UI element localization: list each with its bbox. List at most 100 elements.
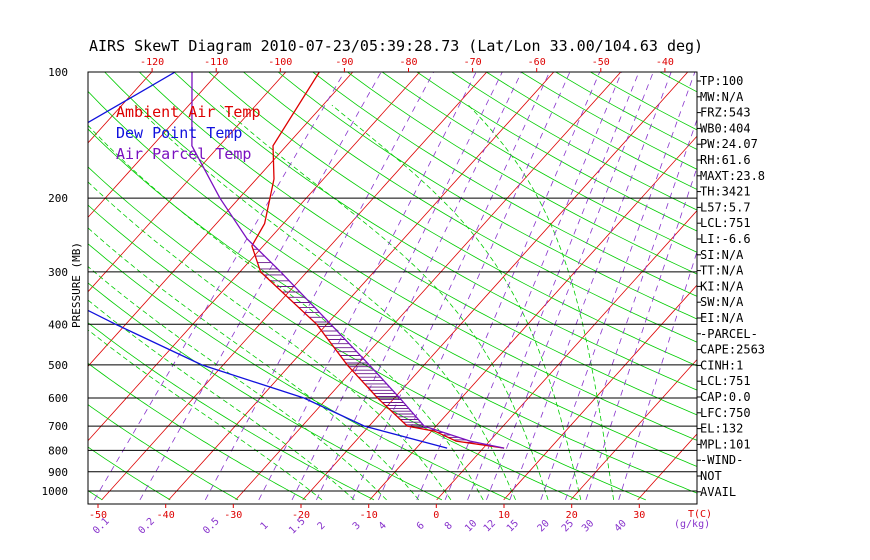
bottom-temp-label: -20 xyxy=(292,510,310,521)
moist-adiabat-line xyxy=(134,104,516,501)
parcel-temp-curve xyxy=(191,72,505,449)
top-temp-label: -110 xyxy=(204,57,228,68)
top-temp-label: -90 xyxy=(335,57,353,68)
bottom-temp-label: 0 xyxy=(433,510,439,521)
index-label: KI:N/A xyxy=(700,279,744,293)
dry-adiabat-line xyxy=(416,72,697,232)
isotherm-line xyxy=(302,72,689,501)
mixing-ratio-label: 6 xyxy=(415,520,427,532)
bottom-temp-label: -10 xyxy=(360,510,378,521)
index-label: CAPE:2563 xyxy=(700,343,765,357)
pressure-tick-label: 500 xyxy=(48,359,68,372)
index-label: LI:-6.6 xyxy=(700,232,751,246)
mixing-ratio-line xyxy=(351,72,550,501)
dry-adiabat-line xyxy=(654,31,870,500)
dry-adiabat-line xyxy=(88,322,375,501)
isotherm-line xyxy=(168,72,555,501)
pressure-tick-label: 300 xyxy=(48,266,68,279)
bottom-temp-label: 30 xyxy=(633,510,645,521)
index-label: WB0:404 xyxy=(700,121,751,135)
index-label: TH:3421 xyxy=(700,185,751,199)
ambient-temp-curve xyxy=(251,72,505,449)
index-label: EL:132 xyxy=(700,422,743,436)
moist-adiabat-line xyxy=(88,124,484,501)
dry-adiabat-line xyxy=(88,90,697,467)
dry-adiabat-line xyxy=(242,72,697,343)
pressure-tick-label: 100 xyxy=(48,66,68,79)
pressure-tick-label: 700 xyxy=(48,420,68,433)
dry-adiabat-line xyxy=(88,128,697,494)
mixing-ratio-line xyxy=(565,118,697,501)
isobar-layer xyxy=(88,197,697,492)
legend-parcel: Air Parcel Temp xyxy=(116,145,251,163)
index-label: CINH:1 xyxy=(700,358,743,372)
top-temp-label: -40 xyxy=(656,57,674,68)
mixing-ratio-line xyxy=(540,72,696,501)
pressure-tick-label: 200 xyxy=(48,192,68,205)
mixing-ratio-line xyxy=(258,72,477,501)
top-temp-label: -50 xyxy=(592,57,610,68)
mixing-ratio-line xyxy=(467,72,640,501)
moist-adiabat-line xyxy=(88,299,355,501)
index-label: MPL:101 xyxy=(700,437,751,451)
dry-adiabat-line xyxy=(208,72,697,367)
index-label: L57:5.7 xyxy=(700,200,751,214)
index-label: NOT xyxy=(700,469,722,483)
mixing-ratio-label: 4 xyxy=(377,520,389,532)
mixing-ratio-label: 1 xyxy=(259,520,271,532)
dry-adiabat-line xyxy=(173,72,697,391)
isotherm-line xyxy=(88,72,421,442)
isotherm-line xyxy=(88,72,354,367)
isotherm-line xyxy=(369,135,697,501)
index-label: -PARCEL- xyxy=(700,327,758,341)
pressure-tick-label: 800 xyxy=(48,444,68,457)
index-label: AVAIL xyxy=(700,485,736,499)
mixing-ratio-label: 0.5 xyxy=(201,516,222,537)
index-label: LCL:751 xyxy=(700,374,751,388)
dry-adiabat-line xyxy=(88,446,171,501)
dry-adiabat-line xyxy=(381,72,697,253)
top-temp-label: -80 xyxy=(399,57,417,68)
dry-adiabat-line xyxy=(88,404,239,501)
index-label: TT:N/A xyxy=(700,264,744,278)
legend-dewpoint: Dew Point Temp xyxy=(116,124,242,142)
index-label: LCL:751 xyxy=(700,216,751,230)
mixing-ratio-line xyxy=(139,72,382,501)
top-temp-label: -100 xyxy=(268,57,292,68)
mixing-ratio-label: 40 xyxy=(613,518,629,534)
top-temp-label: -60 xyxy=(528,57,546,68)
dry-adiabat-line xyxy=(346,72,697,275)
isotherm-line xyxy=(0,31,54,500)
isotherm-line xyxy=(235,72,622,501)
x-axis-label: T(C) xyxy=(688,509,712,520)
moist-adiabat-line xyxy=(219,104,549,501)
mixing-ratio-line xyxy=(416,72,601,501)
dry-adiabat-line xyxy=(88,282,443,501)
isotherm-line xyxy=(88,72,287,293)
mixing-ratio-line xyxy=(585,166,697,501)
legend-ambient: Ambient Air Temp xyxy=(116,103,261,121)
plot-frame xyxy=(87,71,698,505)
mixing-ratio-line xyxy=(444,72,622,501)
mixing-ratio-line xyxy=(618,250,697,501)
index-label: TP:100 xyxy=(700,74,743,88)
index-label: EI:N/A xyxy=(700,311,744,325)
mixing-ratio-label: 8 xyxy=(443,520,455,532)
dew-point-curve xyxy=(88,72,448,449)
index-label: -WIND- xyxy=(700,453,743,467)
grid-layer xyxy=(0,31,870,501)
isotherm-line xyxy=(570,358,697,501)
dry-adiabat-line xyxy=(88,362,307,501)
mixing-ratio-label: 30 xyxy=(580,518,596,534)
mixing-ratio-label: 0.2 xyxy=(136,516,157,537)
index-label: MW:N/A xyxy=(700,90,744,104)
mixing-ratio-line xyxy=(204,72,434,501)
index-label: CAP:0.0 xyxy=(700,390,751,404)
bottom-temp-label: -40 xyxy=(157,510,175,521)
mixing-ratio-line xyxy=(378,72,571,501)
top-temp-label: -70 xyxy=(464,57,482,68)
mixing-ratio-line xyxy=(316,72,522,501)
